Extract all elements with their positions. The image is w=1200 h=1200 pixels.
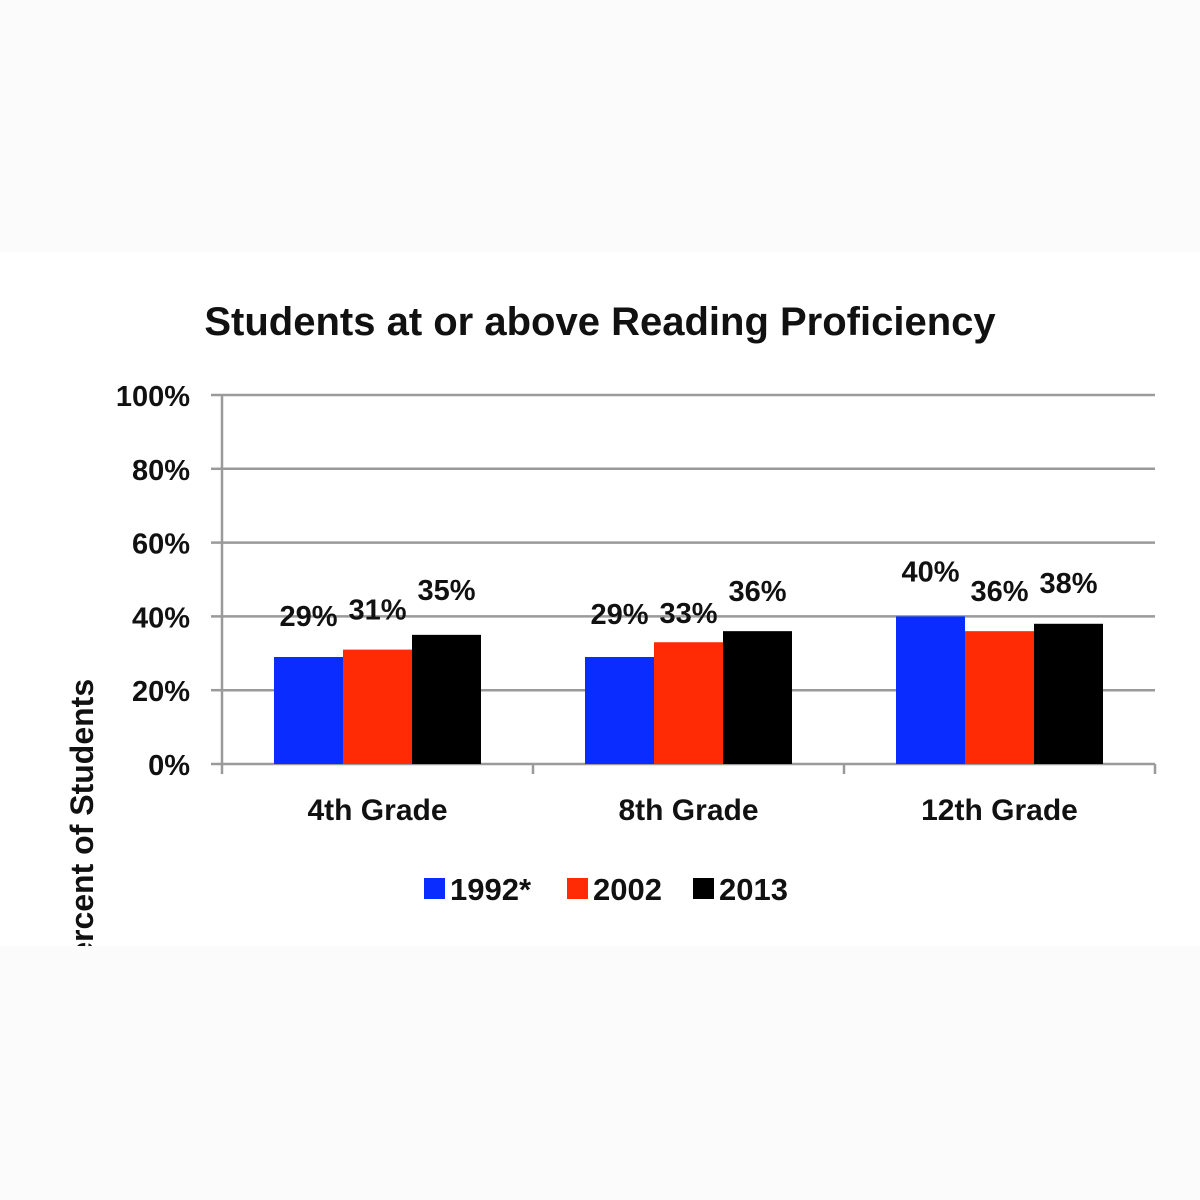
legend-swatch xyxy=(567,878,588,899)
data-label: 31% xyxy=(348,595,406,627)
legend-item: 1992* xyxy=(424,872,532,907)
y-tick-label: 40% xyxy=(132,602,190,634)
x-tick-label: 4th Grade xyxy=(307,794,447,827)
bar xyxy=(585,656,654,764)
bar xyxy=(896,616,965,764)
data-label: 33% xyxy=(659,598,717,630)
x-tick-label: 8th Grade xyxy=(618,794,758,827)
legend-label: 1992* xyxy=(450,872,532,907)
chart: Students at or above Reading Proficiency… xyxy=(64,300,1157,946)
legend-label: 2013 xyxy=(719,872,788,907)
y-axis-label: Percent of Students xyxy=(64,679,100,946)
x-tick-label: 12th Grade xyxy=(921,794,1078,827)
bar xyxy=(274,656,343,764)
data-label: 29% xyxy=(590,599,648,631)
legend-label: 2002 xyxy=(593,872,662,907)
bar xyxy=(343,649,412,764)
data-label: 40% xyxy=(901,556,959,588)
legend-swatch xyxy=(424,878,445,899)
data-label: 38% xyxy=(1039,568,1097,600)
legend-item: 2013 xyxy=(693,872,788,907)
legend-swatch xyxy=(693,878,714,899)
data-label: 36% xyxy=(728,576,786,608)
legend-item: 2002 xyxy=(567,872,662,907)
bar xyxy=(723,631,792,764)
data-label: 35% xyxy=(417,575,475,607)
chart-panel: Students at or above Reading Proficiency… xyxy=(0,252,1200,946)
y-tick-label: 100% xyxy=(116,381,190,413)
y-tick-label: 0% xyxy=(148,750,190,782)
y-tick-label: 60% xyxy=(132,529,190,561)
bar xyxy=(1034,623,1103,764)
data-label: 36% xyxy=(970,576,1028,608)
bar xyxy=(654,642,723,764)
y-tick-label: 80% xyxy=(132,455,190,487)
bar xyxy=(412,634,481,764)
data-label: 29% xyxy=(279,601,337,633)
y-tick-label: 20% xyxy=(132,676,190,708)
chart-title: Students at or above Reading Proficiency xyxy=(204,300,996,344)
bar xyxy=(965,631,1034,764)
